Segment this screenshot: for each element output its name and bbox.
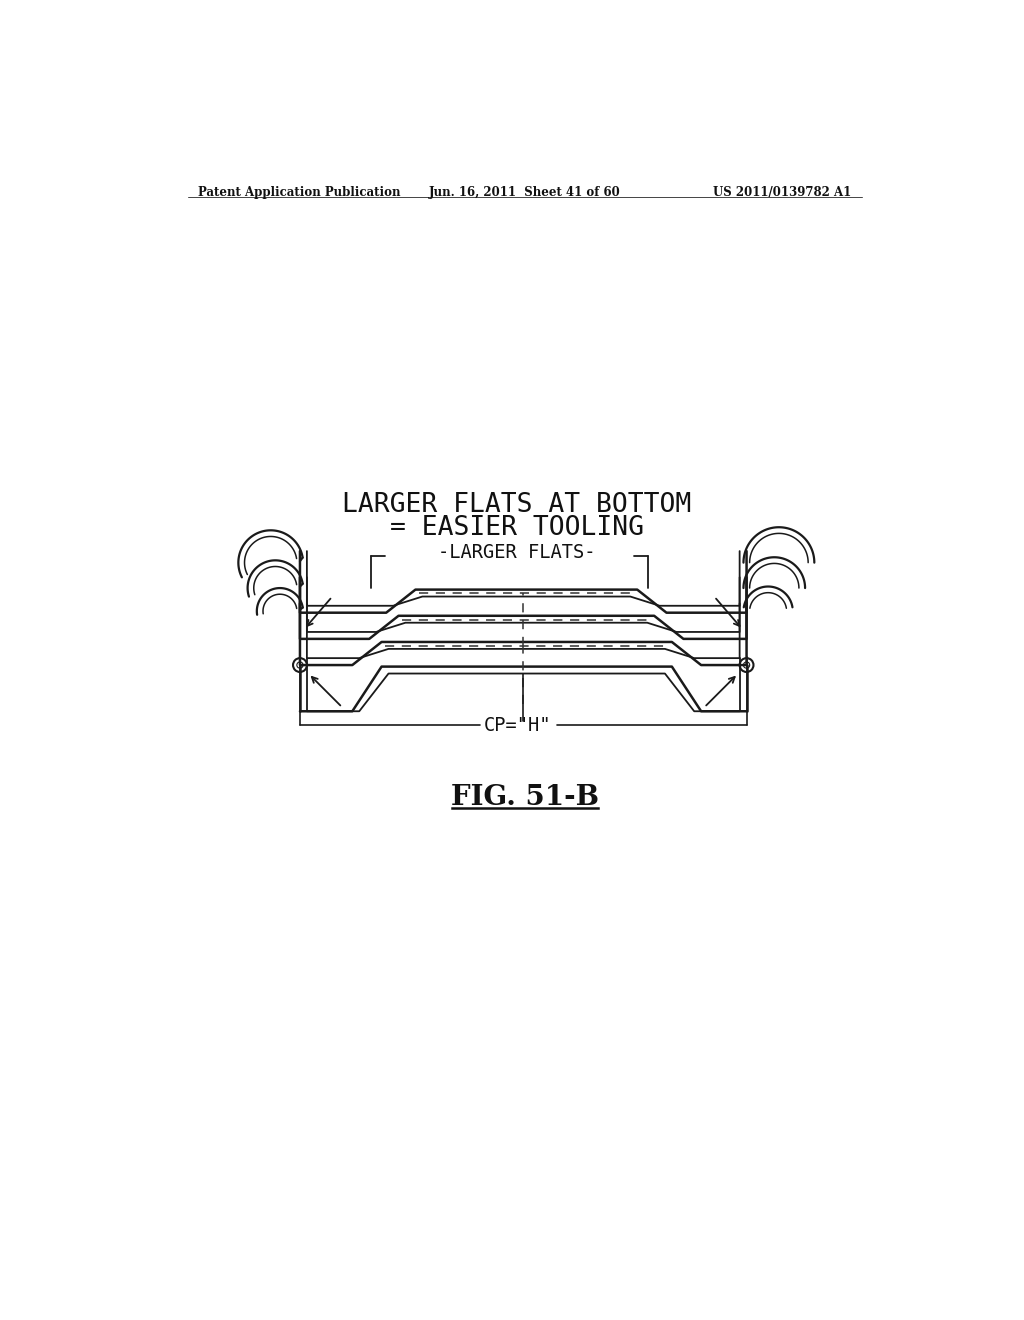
Text: Patent Application Publication: Patent Application Publication <box>199 186 400 199</box>
Text: -LARGER FLATS-: -LARGER FLATS- <box>438 543 596 562</box>
Text: US 2011/0139782 A1: US 2011/0139782 A1 <box>713 186 851 199</box>
Text: CP="H": CP="H" <box>483 715 551 735</box>
Text: FIG. 51-B: FIG. 51-B <box>451 784 599 810</box>
Text: Jun. 16, 2011  Sheet 41 of 60: Jun. 16, 2011 Sheet 41 of 60 <box>429 186 621 199</box>
Text: LARGER FLATS AT BOTTOM: LARGER FLATS AT BOTTOM <box>342 492 692 517</box>
Text: = EASIER TOOLING: = EASIER TOOLING <box>390 515 644 541</box>
